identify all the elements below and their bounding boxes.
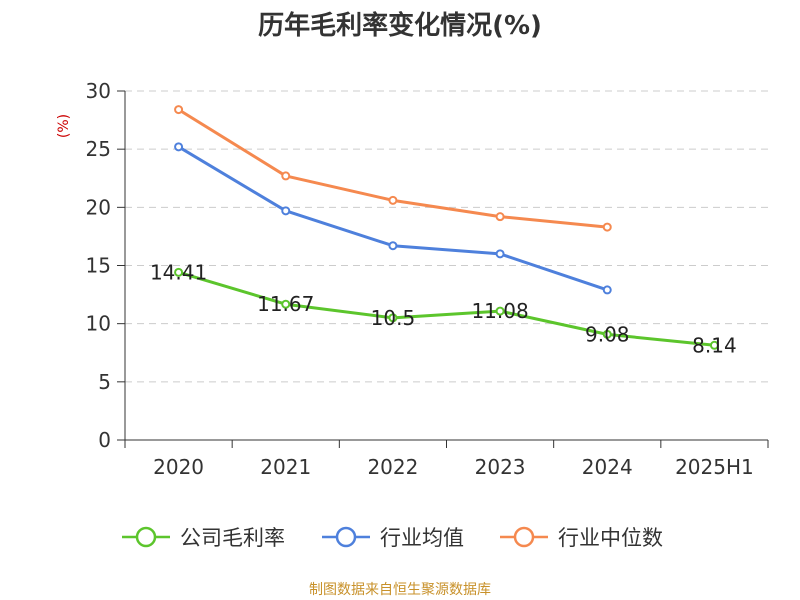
legend-label: 行业中位数 [558, 526, 663, 550]
y-tick-label: 15 [86, 254, 111, 278]
data-label: 11.67 [257, 292, 314, 316]
x-tick-label: 2023 [475, 455, 526, 479]
data-label: 14.41 [150, 260, 207, 284]
data-label: 10.5 [371, 306, 416, 330]
legend-label: 行业均值 [380, 526, 464, 550]
data-point [281, 206, 291, 216]
data-point [388, 241, 398, 251]
x-tick-label: 2022 [367, 455, 418, 479]
series-line-1 [178, 270, 715, 347]
y-tick-label: 10 [86, 312, 111, 336]
data-point [495, 306, 505, 316]
data-labels: 14.41 11.67 10.5 11.08 9.08 8.14 [150, 260, 737, 357]
data-label: 9.08 [585, 322, 630, 346]
data-label: 8.14 [692, 333, 737, 357]
data-point [281, 299, 291, 309]
source-note: 制图数据来自恒生聚源数据库 [309, 582, 491, 598]
chart-title: 历年毛利率变化情况(%) [258, 10, 542, 41]
series-line-3 [177, 108, 608, 229]
data-points [174, 105, 719, 350]
y-axis-label: (%) [56, 114, 72, 138]
y-tick-label: 30 [86, 79, 111, 103]
legend: 公司毛利率 行业均值 行业中位数 [122, 526, 663, 550]
axes: 0 5 10 15 20 25 30 2020 2021 2022 2023 2024 2025H1 [86, 79, 769, 479]
y-tick-label: 25 [86, 137, 111, 161]
data-point [174, 267, 184, 277]
y-tick-label: 5 [98, 370, 111, 394]
data-point [174, 142, 184, 152]
legend-marker-icon [513, 526, 535, 548]
legend-item[interactable]: 行业均值 [322, 526, 464, 550]
data-point [495, 249, 505, 259]
data-point [174, 105, 184, 115]
legend-item[interactable]: 行业中位数 [500, 526, 663, 550]
x-tick-label: 2024 [582, 455, 633, 479]
series-line-2 [177, 145, 608, 292]
legend-marker-icon [335, 526, 357, 548]
data-point [602, 222, 612, 232]
y-tick-label: 0 [98, 428, 111, 452]
data-point [388, 313, 398, 323]
data-point [602, 329, 612, 339]
data-point [388, 195, 398, 205]
y-tick-label: 20 [86, 195, 111, 219]
x-tick-label: 2020 [153, 455, 204, 479]
data-point [281, 171, 291, 181]
legend-item[interactable]: 公司毛利率 [122, 526, 285, 550]
data-point [602, 285, 612, 295]
data-point [495, 212, 505, 222]
x-tick-label: 2021 [260, 455, 311, 479]
legend-label: 公司毛利率 [180, 526, 285, 550]
data-label: 11.08 [471, 299, 528, 323]
x-tick-label: 2025H1 [675, 455, 754, 479]
data-point [709, 340, 719, 350]
legend-marker-icon [135, 526, 157, 548]
